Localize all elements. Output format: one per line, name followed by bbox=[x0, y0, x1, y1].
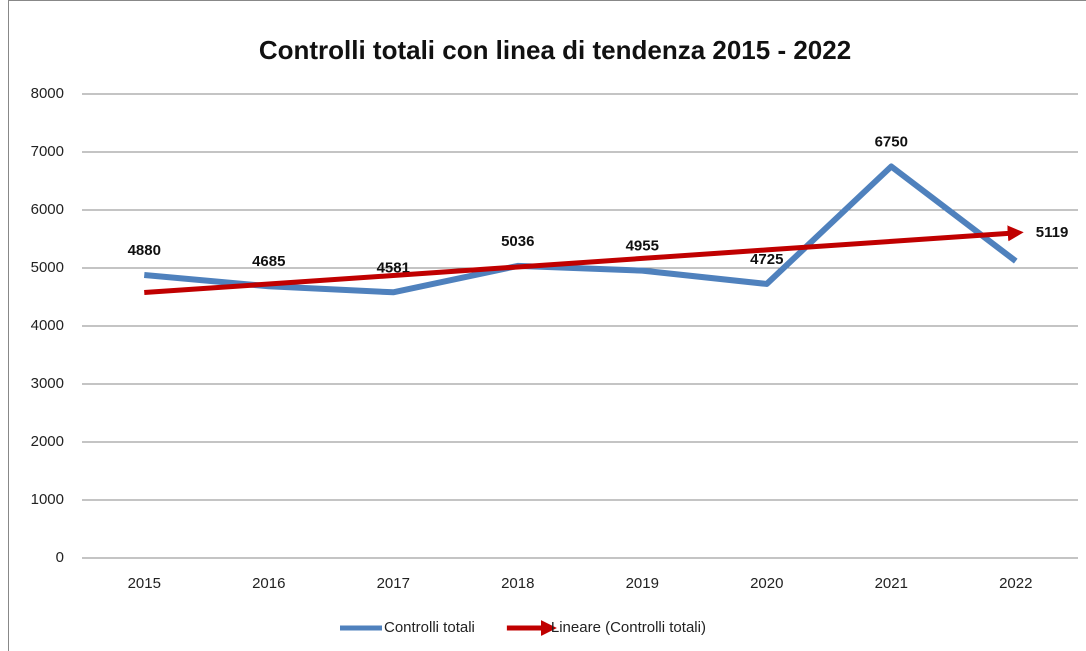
data-label: 4880 bbox=[128, 242, 161, 259]
y-tick-label: 4000 bbox=[31, 317, 64, 334]
data-label: 4685 bbox=[252, 253, 285, 270]
data-label: 4581 bbox=[377, 259, 410, 276]
x-tick-label: 2022 bbox=[999, 575, 1032, 592]
y-tick-label: 7000 bbox=[31, 143, 64, 160]
y-tick-label: 6000 bbox=[31, 201, 64, 218]
x-tick-label: 2015 bbox=[128, 575, 161, 592]
y-tick-label: 3000 bbox=[31, 375, 64, 392]
series-line bbox=[143, 163, 1018, 296]
y-tick-label: 2000 bbox=[31, 433, 64, 450]
x-tick-label: 2020 bbox=[750, 575, 783, 592]
data-label: 5119 bbox=[1036, 224, 1069, 241]
x-tick-label: 2016 bbox=[252, 575, 285, 592]
chart-title: Controlli totali con linea di tendenza 2… bbox=[259, 35, 851, 65]
data-label: 5036 bbox=[501, 233, 534, 250]
x-tick-label: 2017 bbox=[377, 575, 410, 592]
data-label: 4725 bbox=[750, 251, 783, 268]
y-tick-label: 5000 bbox=[31, 259, 64, 276]
x-tick-label: 2018 bbox=[501, 575, 534, 592]
x-tick-label: 2019 bbox=[626, 575, 659, 592]
y-tick-label: 1000 bbox=[31, 491, 64, 508]
y-tick-label: 8000 bbox=[31, 85, 64, 102]
chart-border bbox=[8, 0, 1086, 651]
legend-label: Controlli totali bbox=[384, 619, 475, 636]
y-tick-label: 0 bbox=[56, 549, 64, 566]
legend-label: Lineare (Controlli totali) bbox=[551, 619, 706, 636]
x-tick-label: 2021 bbox=[875, 575, 908, 592]
data-label: 4955 bbox=[626, 238, 659, 255]
data-label: 6750 bbox=[875, 133, 908, 150]
trend-line bbox=[144, 225, 1024, 296]
